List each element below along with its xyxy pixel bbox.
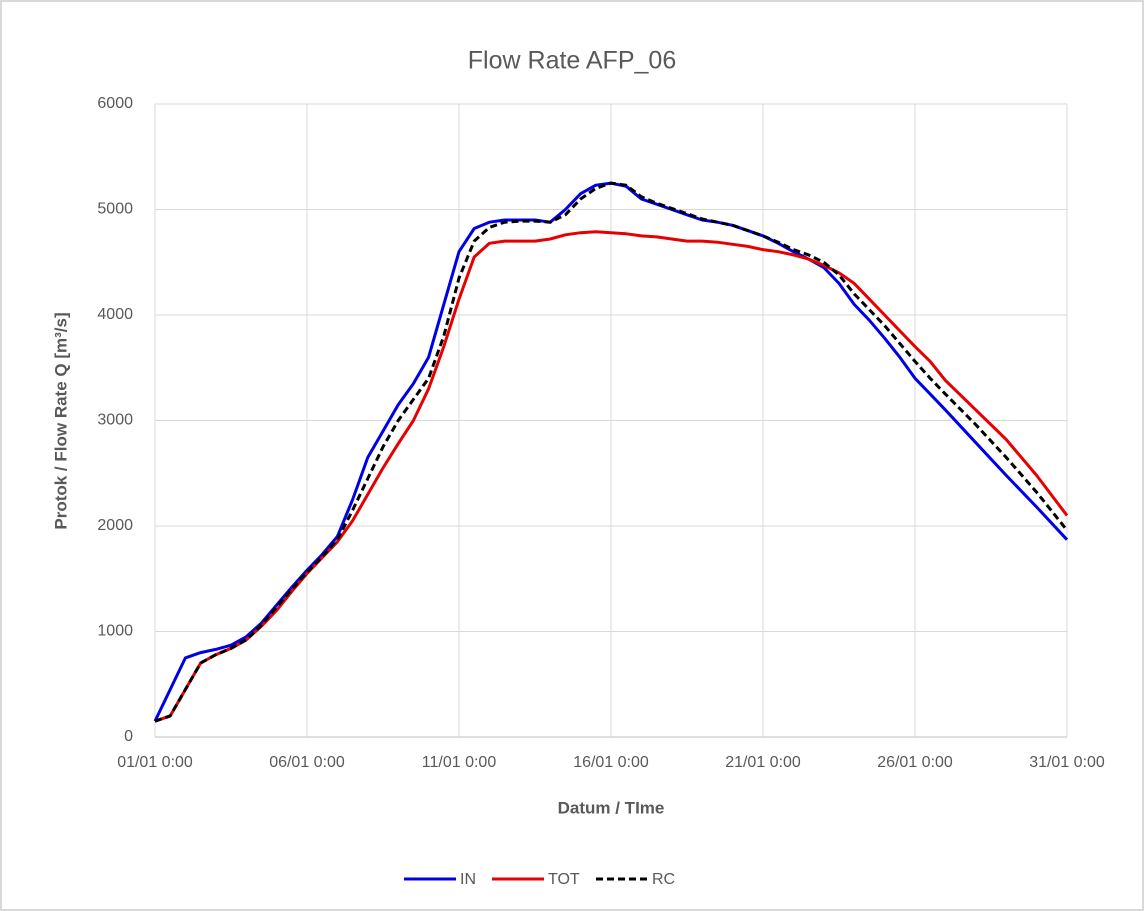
x-tick-label: 11/01 0:00 xyxy=(422,754,497,771)
y-tick-label: 1000 xyxy=(97,623,133,640)
y-tick-label: 6000 xyxy=(97,95,133,112)
legend-label: RC xyxy=(652,871,675,888)
y-axis-label: Protok / Flow Rate Q [m³/s] xyxy=(51,312,70,529)
x-tick-label: 21/01 0:00 xyxy=(725,754,801,771)
x-tick-label: 26/01 0:00 xyxy=(877,754,953,771)
line-series xyxy=(153,181,1069,722)
line-series xyxy=(154,181,1069,723)
legend-label: IN xyxy=(460,871,476,888)
x-tick-label: 31/01 0:00 xyxy=(1029,754,1105,771)
y-tick-label: 3000 xyxy=(97,412,133,429)
legend-label: TOT xyxy=(548,871,580,888)
chart-title: Flow Rate AFP_06 xyxy=(468,47,676,75)
y-tick-label: 4000 xyxy=(97,306,133,323)
y-tick-label: 2000 xyxy=(97,517,133,534)
x-tick-label: 16/01 0:00 xyxy=(573,754,649,771)
y-tick-label: 0 xyxy=(124,728,133,745)
x-tick-label: 01/01 0:00 xyxy=(117,754,193,771)
x-tick-label: 06/01 0:00 xyxy=(269,754,345,771)
y-tick-label: 5000 xyxy=(97,201,133,218)
x-axis-label: Datum / TIme xyxy=(558,798,665,817)
